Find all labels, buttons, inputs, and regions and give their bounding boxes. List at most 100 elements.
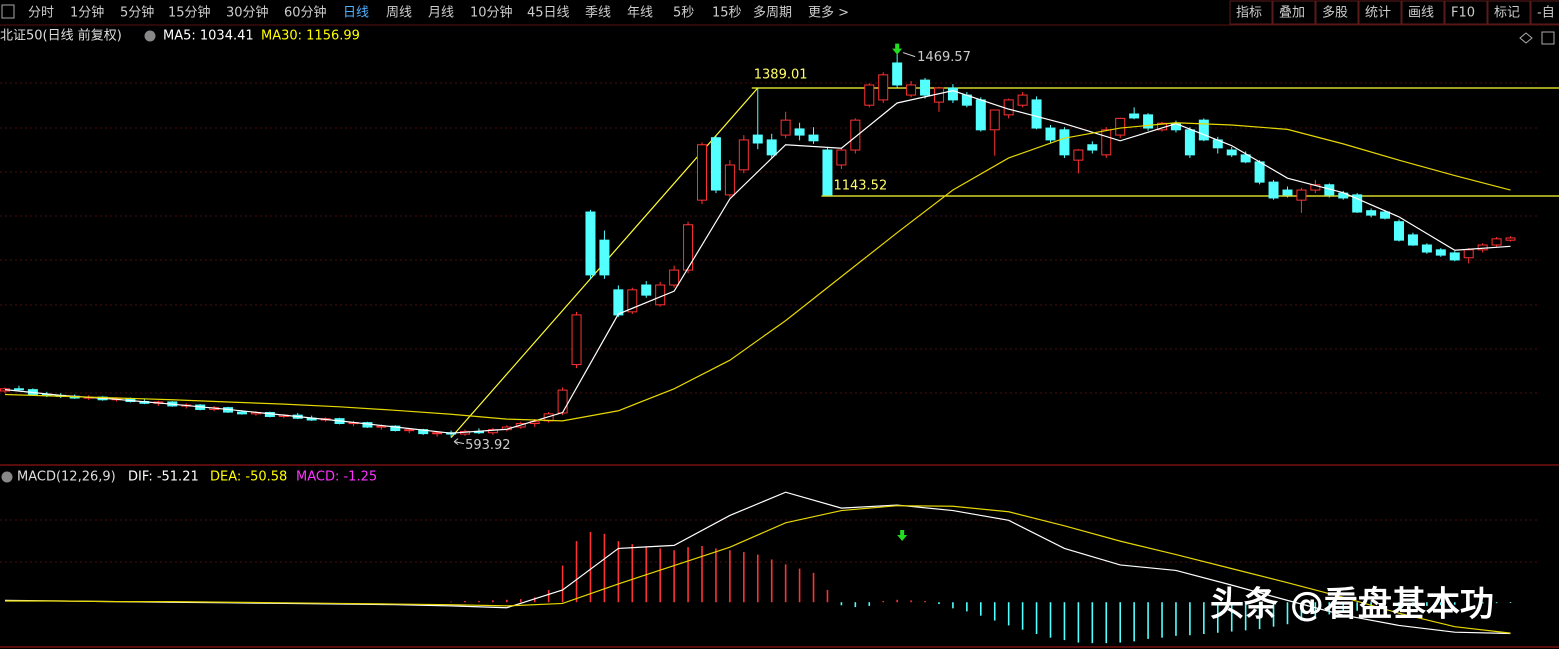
period-tab[interactable]: 15秒 xyxy=(712,6,742,21)
candle-body xyxy=(669,269,680,286)
tool-button[interactable]: 统计 xyxy=(1365,6,1391,21)
candle-body xyxy=(376,425,387,428)
candle-body xyxy=(1240,154,1251,163)
tool-button-frame[interactable] xyxy=(1530,0,1559,25)
candle-body xyxy=(404,429,415,432)
candle-body xyxy=(1115,117,1126,136)
candle-body xyxy=(1184,129,1195,156)
macd-line xyxy=(5,505,1511,634)
tool-button-frame[interactable] xyxy=(1444,0,1488,25)
period-tab[interactable]: 更多 > xyxy=(808,5,849,21)
candle-body xyxy=(920,79,931,96)
candle-body xyxy=(724,164,735,196)
candle-body xyxy=(1352,194,1363,213)
candle-body xyxy=(1435,249,1446,256)
candle-body xyxy=(1101,129,1112,156)
legend-text: MACD: -1.25 xyxy=(296,470,377,485)
candle-body xyxy=(1031,99,1042,129)
candle-body xyxy=(1505,237,1516,241)
candle-body xyxy=(1366,210,1377,216)
candle-body xyxy=(1421,244,1432,253)
period-tab[interactable]: 季线 xyxy=(585,6,611,21)
peak-pointer xyxy=(903,52,916,58)
period-tab[interactable]: 5秒 xyxy=(673,6,694,21)
candle-body xyxy=(390,425,401,432)
candle-body xyxy=(1463,249,1474,259)
candle-body xyxy=(599,239,610,276)
candle-body xyxy=(1491,238,1502,246)
candle-body xyxy=(1073,149,1084,161)
candle-body xyxy=(627,289,638,313)
candle-body xyxy=(1254,161,1265,183)
price-label: 1143.52 xyxy=(833,178,887,193)
period-tab[interactable]: 多周期 xyxy=(753,5,792,21)
diamond-icon[interactable] xyxy=(1519,32,1533,44)
legend-text: DIF: -51.21 xyxy=(128,470,199,485)
period-tab[interactable]: 60分钟 xyxy=(284,5,327,21)
tool-button[interactable]: -自 xyxy=(1537,6,1555,21)
candle-body xyxy=(850,119,861,151)
period-tab[interactable]: 周线 xyxy=(386,6,412,21)
legend-text: MA30: 1156.99 xyxy=(261,29,360,44)
tool-button-frame[interactable] xyxy=(1487,0,1531,25)
watermark: 头条 @看盘基本功 xyxy=(1210,585,1494,625)
candle-body xyxy=(780,119,791,136)
ma-line xyxy=(4,122,1511,422)
candle-body xyxy=(975,99,986,131)
period-tab[interactable]: 日线 xyxy=(343,6,369,21)
candle-body xyxy=(766,139,777,156)
candle-body xyxy=(1129,113,1140,119)
period-tab[interactable]: 45日线 xyxy=(527,6,570,21)
candle-body xyxy=(1003,99,1014,116)
candle-body xyxy=(1045,127,1056,141)
candle-body xyxy=(641,284,652,296)
candle-body xyxy=(557,389,568,414)
legend-text: 北证50(日线 前复权) xyxy=(0,28,122,44)
legend-icon[interactable] xyxy=(1,471,13,483)
candle-body xyxy=(13,388,24,391)
candle-body xyxy=(933,87,944,103)
tool-button[interactable]: F10 xyxy=(1451,6,1475,21)
candle-body xyxy=(989,109,1000,131)
menu-icon[interactable] xyxy=(1,4,15,19)
candle-body xyxy=(1380,211,1391,219)
period-tab[interactable]: 月线 xyxy=(428,6,454,21)
candle-body xyxy=(655,284,666,306)
tool-button-frame[interactable] xyxy=(1358,0,1402,25)
candle-body xyxy=(752,134,763,144)
period-tab[interactable]: 年线 xyxy=(627,6,653,21)
candle-body xyxy=(585,211,596,276)
box-icon[interactable] xyxy=(1541,31,1555,45)
candle-body xyxy=(738,139,749,171)
tool-button-frame[interactable] xyxy=(1315,0,1359,25)
legend-text: MACD(12,26,9) xyxy=(17,470,116,485)
period-tab[interactable]: 5分钟 xyxy=(120,5,154,21)
candle-body xyxy=(1282,189,1293,196)
candle-body xyxy=(683,224,694,271)
legend-icon[interactable] xyxy=(144,30,156,42)
period-tab[interactable]: 30分钟 xyxy=(226,5,269,21)
tool-button[interactable]: 叠加 xyxy=(1279,6,1305,21)
period-tab[interactable]: 分时 xyxy=(28,6,54,21)
candle-body xyxy=(1296,189,1307,201)
ma-line xyxy=(4,90,1511,434)
tool-button[interactable]: 画线 xyxy=(1408,6,1434,21)
candle-body xyxy=(864,84,875,106)
period-tab[interactable]: 10分钟 xyxy=(470,5,513,21)
price-label: 593.92 xyxy=(465,438,511,453)
price-label: 1469.57 xyxy=(917,50,971,65)
tool-button-frame[interactable] xyxy=(1401,0,1445,25)
legend-text: DEA: -50.58 xyxy=(210,470,287,485)
candle-body xyxy=(1449,252,1460,261)
period-tab[interactable]: 1分钟 xyxy=(70,5,104,21)
period-tab[interactable]: 15分钟 xyxy=(168,5,211,21)
tool-button[interactable]: 标记 xyxy=(1494,6,1520,21)
candle-body xyxy=(236,411,247,415)
tool-button-frame[interactable] xyxy=(1272,0,1316,25)
tool-button-frame[interactable] xyxy=(1229,0,1273,25)
tool-button[interactable]: 多股 xyxy=(1322,5,1348,21)
candle-body xyxy=(1017,94,1028,106)
tool-button[interactable]: 指标 xyxy=(1236,6,1262,21)
